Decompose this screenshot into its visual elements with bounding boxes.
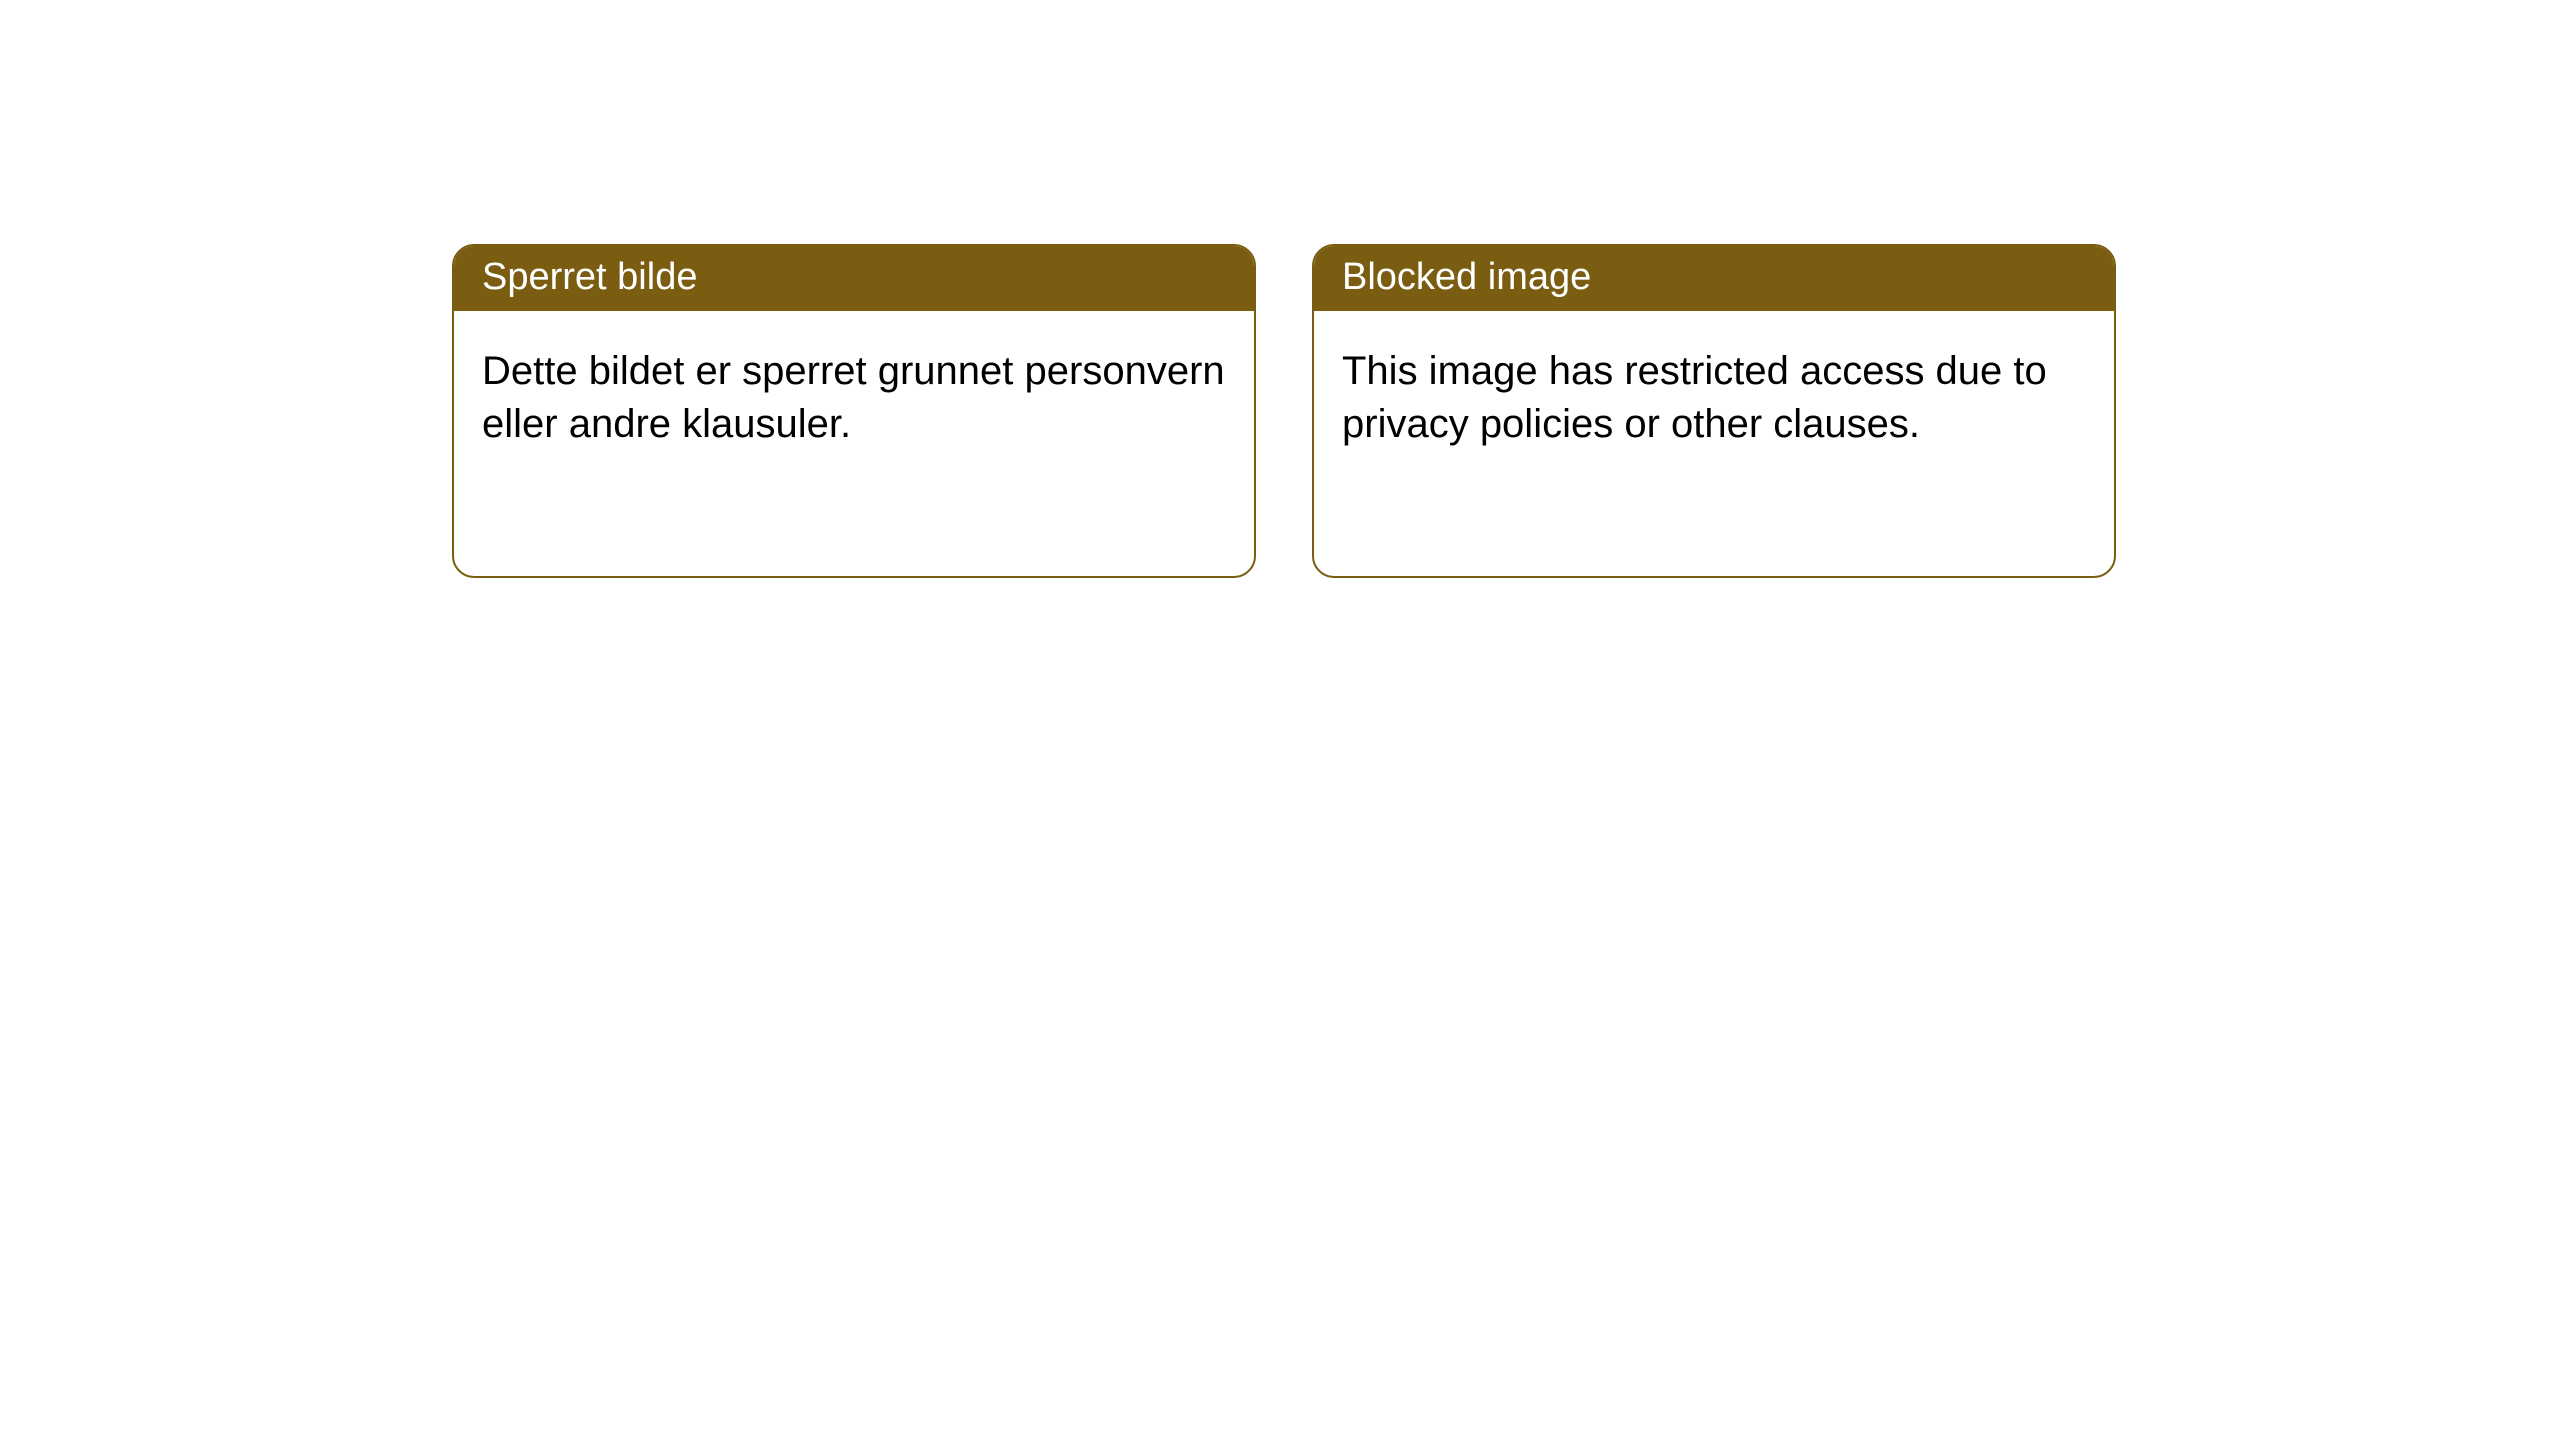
notice-card-english: Blocked image This image has restricted … bbox=[1312, 244, 2116, 578]
notice-card-norwegian: Sperret bilde Dette bildet er sperret gr… bbox=[452, 244, 1256, 578]
card-header-norwegian: Sperret bilde bbox=[454, 246, 1254, 311]
card-body-english: This image has restricted access due to … bbox=[1314, 311, 2114, 479]
notice-card-container: Sperret bilde Dette bildet er sperret gr… bbox=[0, 0, 2560, 578]
card-body-norwegian: Dette bildet er sperret grunnet personve… bbox=[454, 311, 1254, 479]
card-header-english: Blocked image bbox=[1314, 246, 2114, 311]
